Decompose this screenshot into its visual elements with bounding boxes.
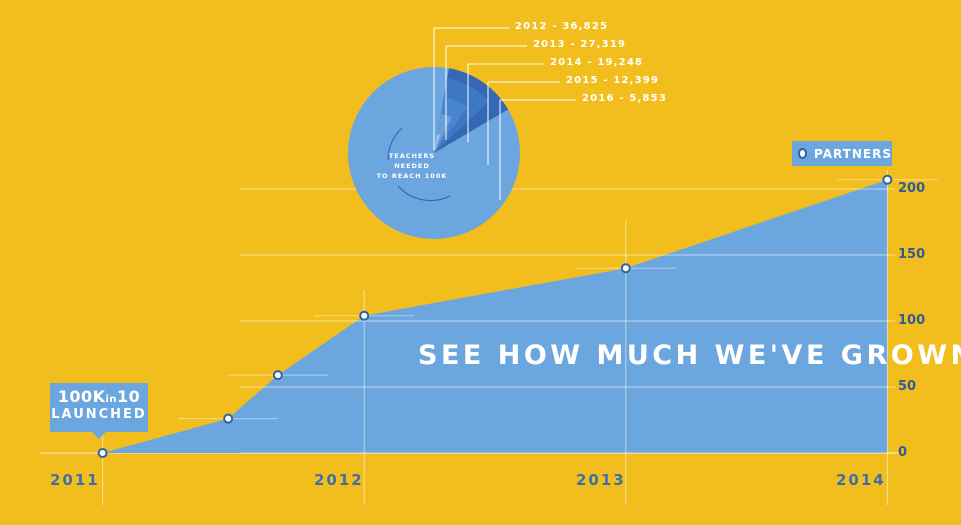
pie-slice-2016	[434, 134, 440, 153]
data-points	[97, 174, 893, 458]
pie-center-note-3: TO REACH 100K	[376, 172, 448, 180]
pie-leader-lines	[433, 27, 576, 200]
pie-center-note-2: NEEDED	[394, 162, 430, 170]
pie-label-2016: 2016 - 5,853	[582, 93, 667, 104]
x-tick-label-2011: 2011	[50, 471, 100, 489]
pie-label-2015: 2015 - 12,399	[566, 75, 660, 86]
pie-label-2012: 2012 - 36,825	[515, 21, 609, 32]
launch-badge-title: 100Kin10	[50, 387, 148, 406]
y-tick-label-50: 50	[898, 379, 917, 394]
badge-title-part-2: in	[105, 394, 118, 405]
pie-label-2013: 2013 - 27,319	[533, 39, 627, 50]
badge-pointer	[92, 432, 106, 439]
badge-title-part-1: 100K	[57, 387, 106, 406]
headline: SEE HOW MUCH WE'VE GROWN	[418, 340, 961, 371]
badge-title-part-3: 10	[117, 387, 141, 406]
teachers-pie	[348, 67, 520, 239]
data-point-5	[882, 174, 893, 185]
cycle-arrow-bottom	[397, 185, 451, 201]
y-tick-label-0: 0	[898, 445, 908, 460]
pie-slice-2015	[434, 114, 452, 153]
pie-slice-2014	[434, 97, 468, 153]
x-tick-label-2014: 2014	[836, 471, 886, 489]
launch-badge-subtitle: LAUNCHED	[51, 407, 147, 422]
y-tick-label-200: 200	[898, 181, 926, 196]
x-tick-label-2012: 2012	[314, 471, 364, 489]
partners-area	[102, 179, 888, 453]
legend-label: PARTNERS	[814, 146, 892, 161]
data-point-2	[272, 370, 283, 381]
legend-marker-icon	[798, 148, 807, 159]
data-point-3	[359, 310, 370, 321]
pie-center-note-1: TEACHERS	[388, 152, 436, 160]
y-tick-label-100: 100	[898, 313, 926, 328]
legend: PARTNERS	[792, 141, 892, 166]
data-point-4	[620, 263, 631, 274]
launch-badge: 100Kin10 LAUNCHED	[50, 383, 148, 432]
pie-slice-2013	[434, 78, 490, 153]
data-point-1	[223, 413, 234, 424]
pie-label-2014: 2014 - 19,248	[550, 57, 644, 68]
x-tick-label-2013: 2013	[576, 471, 626, 489]
data-point-0	[97, 448, 108, 458]
cycle-arrow-top	[387, 127, 403, 161]
y-tick-label-150: 150	[898, 247, 926, 262]
